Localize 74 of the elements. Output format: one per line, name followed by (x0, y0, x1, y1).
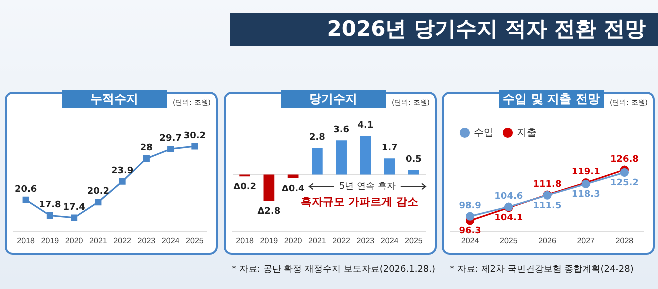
data-label: 98.9 (459, 201, 482, 212)
bar (288, 174, 299, 178)
data-label: 2.8 (309, 133, 326, 144)
point (71, 214, 78, 222)
data-label: 118.3 (572, 190, 600, 200)
data-label: 104.1 (494, 214, 524, 224)
text: * 자료: 제2차 국민건강보험 종합계획(24-28) (450, 264, 634, 276)
data-label: 125.2 (610, 178, 639, 189)
point (620, 168, 629, 177)
legend-label: 수입 (474, 128, 494, 139)
text: * 자료: 공단 확정 재정수지 보도자료(2026.1.28.) (232, 264, 436, 276)
bar (336, 140, 347, 175)
annotation: 5년 연속 흑자 (339, 182, 396, 192)
point (168, 146, 174, 152)
annotation: 흑자규모 가파르게 감소 (300, 196, 419, 209)
data-label: 17.8 (39, 200, 62, 211)
data-label: 96.3 (459, 226, 482, 237)
x-tick-label: 2022 (114, 236, 132, 246)
data-label: 20.2 (87, 187, 110, 198)
data-label: 3.6 (334, 126, 350, 136)
x-tick-label: 2022 (332, 236, 352, 246)
legend-label: 지출 (517, 128, 537, 139)
data-label: 0.5 (406, 154, 422, 165)
x-tick-label: 2024 (461, 236, 480, 246)
x-tick-label: 2025 (186, 236, 204, 246)
bar (312, 148, 323, 175)
point (119, 178, 126, 185)
data-label: 30.2 (184, 131, 206, 142)
bar (408, 170, 420, 175)
data-label: Δ0.2 (234, 182, 257, 192)
data-label: 111.8 (533, 180, 562, 190)
data-label: 29.7 (160, 134, 182, 144)
x-tick-label: 2021 (308, 236, 327, 246)
data-label: 23.9 (111, 166, 134, 176)
x-tick-label: 2020 (65, 236, 84, 246)
point (466, 212, 475, 221)
data-label: 28 (140, 144, 153, 154)
bar (384, 158, 396, 175)
x-tick-label: 2019 (260, 236, 279, 246)
point (46, 212, 54, 220)
point (192, 143, 198, 150)
data-label: 17.4 (63, 202, 86, 213)
data-label: Δ2.8 (258, 207, 281, 218)
data-label: 1.7 (382, 143, 398, 154)
x-tick-label: 2018 (17, 236, 36, 246)
x-tick-label: 2026 (538, 236, 557, 246)
data-label: 4.1 (358, 120, 374, 131)
x-tick-label: 2020 (284, 236, 303, 246)
x-tick-label: 2027 (577, 236, 596, 246)
text: 2026년 당기수지 적자 전환 전망 (230, 13, 658, 46)
x-tick-label: 2024 (162, 236, 180, 246)
x-tick-label: 2025 (405, 236, 424, 246)
data-label: 119.1 (572, 168, 600, 178)
x-tick-label: 2024 (380, 236, 400, 246)
data-label: 20.6 (14, 184, 38, 195)
x-tick-label: 2023 (356, 236, 376, 246)
point (22, 196, 30, 204)
data-label: 104.6 (494, 192, 524, 202)
x-tick-label: 2023 (138, 236, 156, 246)
bar (360, 136, 372, 175)
point (95, 199, 102, 206)
x-tick-label: 2019 (41, 236, 60, 246)
x-tick-label: 2021 (90, 236, 108, 246)
chart-title: 수입 및 지출 전망 (499, 90, 604, 108)
data-label: 126.8 (610, 154, 639, 165)
point (143, 155, 150, 162)
chart-title: 누적수지 (62, 90, 167, 108)
x-tick-label: 2028 (616, 236, 634, 246)
x-tick-label: 2018 (236, 236, 255, 246)
chart-title: 당기수지 (281, 90, 386, 108)
data-label: Δ0.4 (282, 184, 305, 194)
bar (264, 174, 275, 202)
x-tick-label: 2025 (500, 236, 518, 246)
data-label: 111.5 (533, 201, 562, 212)
